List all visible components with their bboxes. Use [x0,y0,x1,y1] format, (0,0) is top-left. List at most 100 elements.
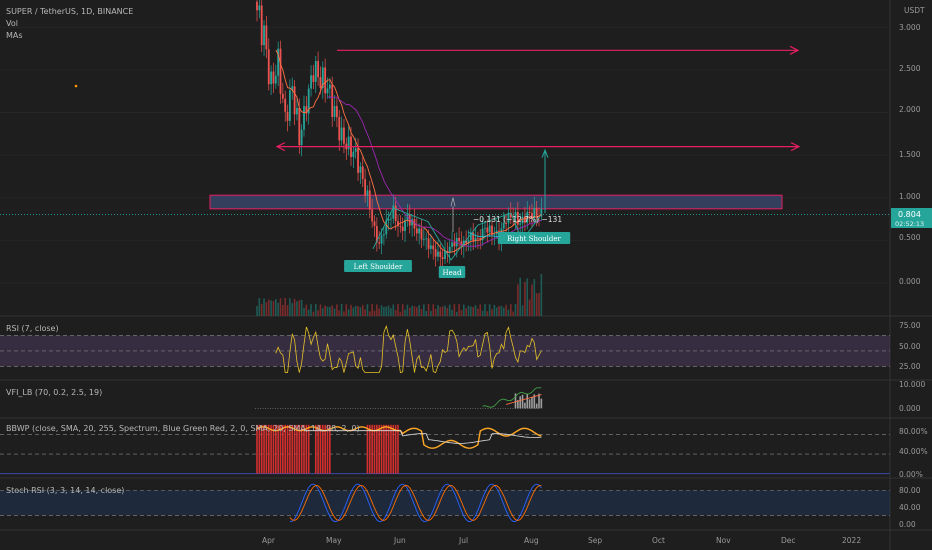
time-axis[interactable]: Apr May Jun Jul Aug Sep Oct Nov Dec 2022 [262,536,861,545]
candle-body [361,166,364,180]
volume-bar [488,304,491,316]
candle-body [477,237,479,239]
stoch-band [0,490,890,516]
rsi-tick: 25.00 [899,362,921,371]
bbwp-extreme-bar [286,424,289,474]
stoch-title[interactable]: Stoch RSI (3, 3, 14, 14, close) [6,486,124,495]
volume-bar [500,305,503,316]
bbwp-extreme-bar [307,424,310,474]
volume-bar [331,305,333,316]
volume-bar [437,305,439,316]
annotations: Left Shoulder Head Right Shoulder −0.131 (−… [74,45,801,278]
bbwp-title[interactable]: BBWP (close, SMA, 20, 255, Spectrum, Blu… [6,424,360,433]
volume-bar [460,310,463,316]
volume-bar [481,310,484,316]
candle-body [364,179,366,196]
head-label-bg [438,266,466,278]
bbwp-extreme-bar [383,424,385,474]
volume-bar [350,304,352,316]
candle-body [448,246,451,254]
candle-body [296,107,298,115]
rsi-pane[interactable] [0,324,890,374]
symbol-title[interactable]: SUPER / TetherUS, 1D, BINANCE [6,7,133,16]
candle-body [401,226,404,232]
marker-arrow [450,197,456,207]
price-tick: 0.500 [899,233,921,242]
volume-bar [369,311,371,316]
rsi-title[interactable]: RSI (7, close) [6,324,59,333]
candle-body [307,88,310,114]
volume-bar [270,300,272,316]
volume-bar [430,310,432,316]
candle-body [298,107,301,146]
stoch-d-line [289,484,542,521]
volume-bar [432,304,435,316]
vfi-pane[interactable] [255,387,543,409]
bbwp-extreme-bar [326,424,329,474]
time-tick: Nov [716,536,731,545]
volume-bar [289,298,291,316]
vfi-histogram-bar [531,396,533,409]
bbwp-extreme-bar [387,424,390,474]
volume-bar [336,304,338,316]
candle-body [411,219,413,226]
volume-bar [467,305,470,316]
bbwp-extreme-bar [397,424,399,474]
volume-bar [484,304,486,316]
candle-body [359,166,362,173]
mas-label[interactable]: MAs [6,31,23,40]
candle-body [404,219,406,232]
bbwp-extreme-bar [293,424,296,474]
candle-body [469,232,472,241]
candle-body [347,136,350,150]
candle-body [474,237,477,242]
volume-bar [376,304,378,316]
volume-bar [300,299,303,316]
vfi-title[interactable]: VFI_LB (70, 0.2, 2.5, 19) [6,388,102,397]
volume-bar [371,304,373,316]
volume-bar [263,298,265,316]
vfi-histogram-bar [528,399,531,409]
vfi-histogram-bar [533,394,536,409]
price-axis[interactable]: 3.000 2.500 2.000 1.500 1.000 0.500 0.00… [899,23,921,286]
vfi-histogram-bar [540,398,543,409]
candle-body [279,48,282,94]
volume-bar [423,304,425,316]
volume-bar [380,305,383,316]
supply-zone-rect [209,194,783,210]
right-shoulder-label: Right Shoulder [507,235,561,243]
time-tick: Oct [652,536,665,545]
volume-bar [411,305,413,316]
volume-bar [498,306,500,316]
candle-body [317,61,319,78]
stoch-pane[interactable] [0,483,890,523]
current-price-badge[interactable] [891,208,932,228]
bbwp-extreme-bar [394,424,397,474]
stoch-tick: 80.00 [899,486,921,495]
volume-bar [479,304,482,316]
volume-bar [528,299,531,316]
volume-bar [282,304,284,316]
candle-body [394,205,397,221]
volume-bar [427,304,430,316]
volume-bar [531,284,533,316]
candle-body [303,106,305,130]
volume-bar [390,308,392,316]
volume-bar [451,309,453,316]
bbwp-pane[interactable] [0,424,890,475]
head-label: Head [443,269,462,277]
candle-body [455,237,458,247]
left-shoulder-label: Left Shoulder [354,263,403,271]
arrow-head-right [789,45,800,55]
volume-bar [538,292,540,316]
volume-bar [361,304,364,316]
candle-body [256,1,258,11]
bar-countdown: 02:52:13 [895,220,924,228]
vol-label[interactable]: Vol [6,19,18,28]
volume-bar [366,304,369,316]
candle-body [383,234,385,236]
candle-body [336,106,338,118]
volume-bar [322,308,324,316]
